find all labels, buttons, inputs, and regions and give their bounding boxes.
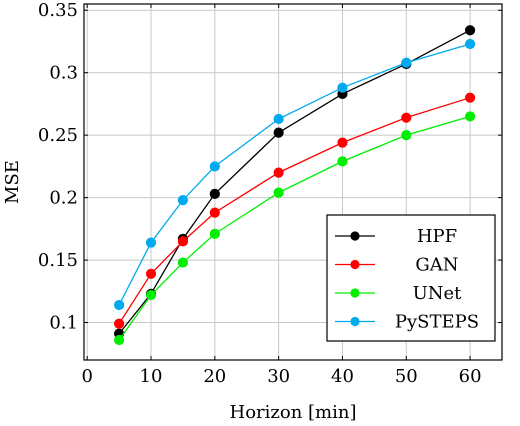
x-tick-label: 30 (267, 366, 290, 387)
y-tick-label: 0.1 (49, 313, 78, 334)
data-point (464, 92, 476, 103)
legend-label: UNet (413, 283, 463, 304)
data-point (209, 207, 220, 218)
data-point (113, 318, 125, 329)
series-line (118, 97, 471, 325)
series-gan (113, 92, 476, 329)
data-point (401, 130, 412, 141)
legend-marker (350, 259, 360, 270)
data-point (337, 156, 348, 167)
y-tick-label: 0.35 (38, 0, 78, 21)
y-tick-label: 0.15 (38, 250, 78, 271)
data-point (464, 25, 476, 36)
data-point (273, 127, 284, 138)
x-tick-label: 20 (203, 366, 226, 387)
x-axis-label: Horizon [min] (230, 402, 357, 423)
x-tick-label: 0 (81, 366, 92, 387)
x-tick-label: 60 (459, 366, 482, 387)
x-tick-label: 50 (395, 366, 418, 387)
data-point (113, 334, 125, 346)
data-point (273, 167, 284, 178)
legend-item: UNet (335, 283, 462, 304)
x-tick-label: 40 (331, 366, 354, 387)
data-point (401, 112, 412, 123)
legend-marker (350, 231, 360, 241)
data-point (145, 289, 157, 301)
legend: HPF GAN UNet PySTEPS (326, 214, 496, 342)
legend-label: HPF (417, 226, 457, 247)
data-point (145, 268, 157, 279)
legend-label: GAN (415, 255, 458, 276)
data-point (337, 82, 348, 93)
legend-marker (350, 316, 360, 327)
data-point (177, 236, 189, 247)
data-point (177, 195, 189, 206)
data-point (337, 137, 348, 148)
data-point (177, 257, 189, 268)
data-point (464, 38, 476, 50)
axis-ticks: 0 10 20 30 40 50 60 0.1 0.15 0.2 0.25 0.3 0.35 (38, 0, 502, 387)
data-point (401, 57, 412, 68)
data-point (209, 188, 220, 199)
legend-marker (350, 288, 360, 298)
series-line (118, 43, 471, 306)
y-tick-label: 0.2 (49, 188, 78, 209)
data-point (209, 228, 220, 239)
y-axis-label: MSE (2, 160, 23, 204)
data-point (145, 237, 157, 248)
data-point (273, 113, 284, 125)
series-line (118, 29, 471, 335)
x-tick-label: 10 (140, 366, 163, 387)
legend-item: PySTEPS (335, 312, 479, 333)
legend-item: HPF (335, 226, 457, 247)
data-point (273, 187, 284, 198)
series-line (118, 115, 471, 341)
data-point (209, 161, 220, 172)
series-layer (113, 25, 476, 346)
legend-label: PySTEPS (395, 312, 479, 333)
series-pysteps (113, 38, 476, 311)
data-point (113, 299, 125, 311)
plot-frame (83, 3, 503, 361)
y-tick-label: 0.3 (49, 63, 78, 84)
series-unet (113, 111, 476, 346)
data-point (464, 111, 476, 122)
legend-item: GAN (335, 255, 459, 276)
y-tick-label: 0.25 (38, 125, 78, 146)
